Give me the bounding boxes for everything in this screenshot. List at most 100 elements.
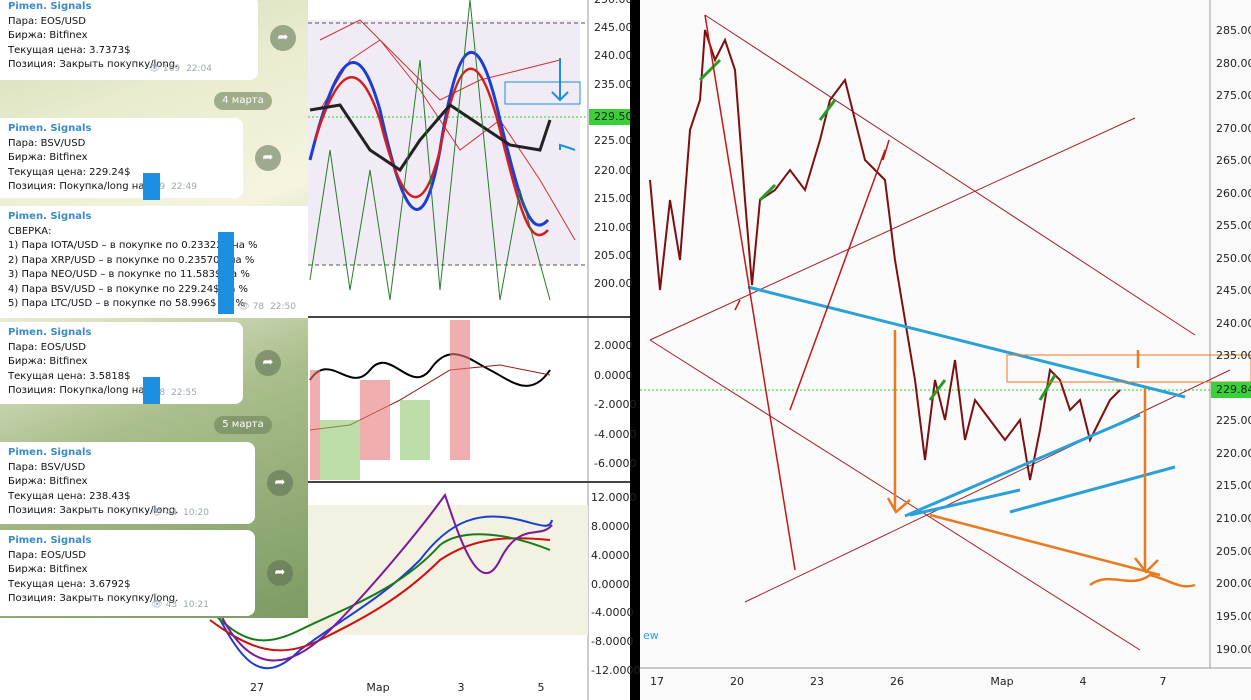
message-line: Текущая цена: 3.6792$	[8, 578, 131, 590]
price-label: 229.50	[594, 110, 633, 123]
message-line: Позиция: Закрыть покупку/long.	[8, 59, 179, 70]
date-separator: 4 марта	[214, 92, 272, 110]
y-tick-label: 12.0000	[591, 491, 637, 504]
message-line: 5) Пара LTC/USD – в покупке по 58.996$ н…	[8, 298, 245, 309]
message-meta: 👁 44 10:20	[151, 507, 209, 518]
message-line: 4) Пара BSV/USD – в покупке по 229.24$ н…	[8, 283, 249, 295]
message: Pimen. Signals Пара: EOS/USD Биржа: Bitfin…	[0, 530, 255, 616]
right-chart-bg	[640, 0, 1251, 700]
annotation	[886, 330, 1196, 588]
y-tick-label: 215.00	[1216, 479, 1251, 492]
y-tick-label: 8.0000	[591, 520, 630, 533]
y-tick-label: 260.00	[1216, 187, 1251, 200]
message: Pimen. Signals Пара: BSV/USD Биржа: Bitfin…	[0, 442, 255, 524]
y-tick-label: -4.0000	[591, 606, 633, 619]
x-tick-label: 4	[1080, 675, 1087, 688]
time: 10:20	[183, 507, 209, 518]
share-button[interactable]: ➦	[267, 470, 293, 496]
oscillator	[209, 537, 551, 652]
views: 43	[165, 599, 178, 610]
y-tick-label: 4.0000	[591, 549, 630, 562]
y-tick-label: 205.00	[594, 249, 633, 262]
indicator	[313, 67, 549, 237]
annotation	[551, 58, 576, 151]
y-tick-label: 250.00	[594, 0, 633, 6]
histogram	[310, 320, 470, 480]
y-tick-label: -6.0000	[594, 457, 636, 470]
message-meta: 👁 78 22:50	[238, 301, 296, 312]
y-tick-label: 190.00	[1216, 643, 1251, 656]
y-tick-label: 210.00	[1216, 512, 1251, 525]
y-tick-label: 275.00	[1216, 89, 1251, 102]
message-line: СВЕРКА:	[8, 225, 52, 237]
message-line: Текущая цена: 238.43$	[8, 490, 131, 502]
y-tick-label: 240.00	[1216, 317, 1251, 330]
price-badge	[1211, 382, 1251, 398]
band	[308, 20, 580, 265]
y-tick-label: 210.00	[594, 221, 633, 234]
share-button[interactable]: ➦	[267, 560, 293, 586]
price	[309, 103, 552, 173]
price	[698, 58, 1057, 401]
y-tick-label: 270.00	[1216, 122, 1251, 135]
y-tick-label: 265.00	[1216, 154, 1251, 167]
time: 22:55	[171, 387, 197, 398]
price-label: 229.84	[1216, 383, 1251, 396]
trend-line	[747, 285, 1186, 518]
x-tick-label: 27	[250, 681, 264, 694]
message-line: Позиция: Закрыть покупку/long.	[8, 505, 179, 516]
message-line: Биржа: Bitfinex	[8, 476, 88, 487]
channel-name: Pimen. Signals	[8, 327, 92, 338]
indicator	[309, 0, 551, 301]
message-line: 2) Пара XRP/USD – в покупке по 0.23570$ …	[8, 254, 255, 266]
message: Pimen. Signals СВЕРКА: 1) Пара IOTA/USD – …	[0, 206, 308, 318]
histogram	[320, 400, 430, 480]
message: Pimen. Signals Пара: EOS/USD Биржа: Bitfin…	[0, 322, 243, 404]
oscillator	[209, 533, 551, 642]
y-tick-label: 280.00	[1216, 57, 1251, 70]
y-tick-label: -8.0000	[591, 635, 633, 648]
y-tick-label: 250.00	[1216, 252, 1251, 265]
y-tick-label: 2.0000	[594, 339, 633, 352]
channel-name: Pimen. Signals	[8, 211, 92, 222]
message-line: Пара: EOS/USD	[8, 341, 86, 353]
y-tick-label: 0.0000	[594, 369, 633, 382]
annotation-box	[504, 81, 581, 105]
y-tick-label: 220.00	[594, 164, 633, 177]
redaction	[143, 377, 160, 404]
share-button[interactable]: ➦	[255, 145, 281, 171]
x-tick-label: 3	[458, 681, 465, 694]
date-separator: 5 марта	[214, 416, 272, 434]
message-line: Пара: BSV/USD	[8, 461, 86, 473]
message-line: Текущая цена: 3.5818$	[8, 370, 131, 382]
redaction	[143, 173, 160, 200]
message-line: Позиция: Покупка/long на %.	[8, 181, 161, 192]
y-tick-label: 225.00	[594, 134, 633, 147]
y-tick-label: 195.00	[1216, 610, 1251, 623]
channel-name: Pimen. Signals	[8, 535, 92, 546]
views: 44	[165, 507, 178, 518]
share-button[interactable]: ➦	[270, 25, 296, 51]
y-tick-label: 225.00	[1216, 414, 1251, 427]
y-tick-label: 235.00	[594, 78, 633, 91]
y-tick-label: 245.00	[1216, 284, 1251, 297]
message-line: Пара: BSV/USD	[8, 137, 86, 149]
y-tick-label: 285.00	[1216, 24, 1251, 37]
share-button[interactable]: ➦	[255, 350, 281, 376]
y-tick-label: -2.0000	[594, 398, 636, 411]
message-line: Текущая цена: 3.7373$	[8, 44, 131, 56]
channel-name: Pimen. Signals	[8, 123, 92, 134]
annotation	[704, 14, 890, 571]
y-tick-label: 200.00	[594, 277, 633, 290]
indicator	[319, 19, 576, 241]
message: Pimen. Signals Пара: EOS/USD Биржа: Bitfin…	[0, 0, 258, 80]
y-tick-label: 205.00	[1216, 545, 1251, 558]
message-meta: 👁 169 22:04	[148, 63, 212, 74]
telegram-feed: Pimen. Signals Пара: EOS/USD Биржа: Bitfin…	[0, 0, 308, 618]
time: 22:50	[270, 301, 296, 312]
annotation-box	[1006, 354, 1251, 383]
message-line: Позиция: Покупка/long на %.	[8, 385, 161, 396]
y-tick-label: -4.0000	[594, 428, 636, 441]
oscillator	[209, 492, 553, 662]
x-tick-label: 20	[730, 675, 744, 688]
